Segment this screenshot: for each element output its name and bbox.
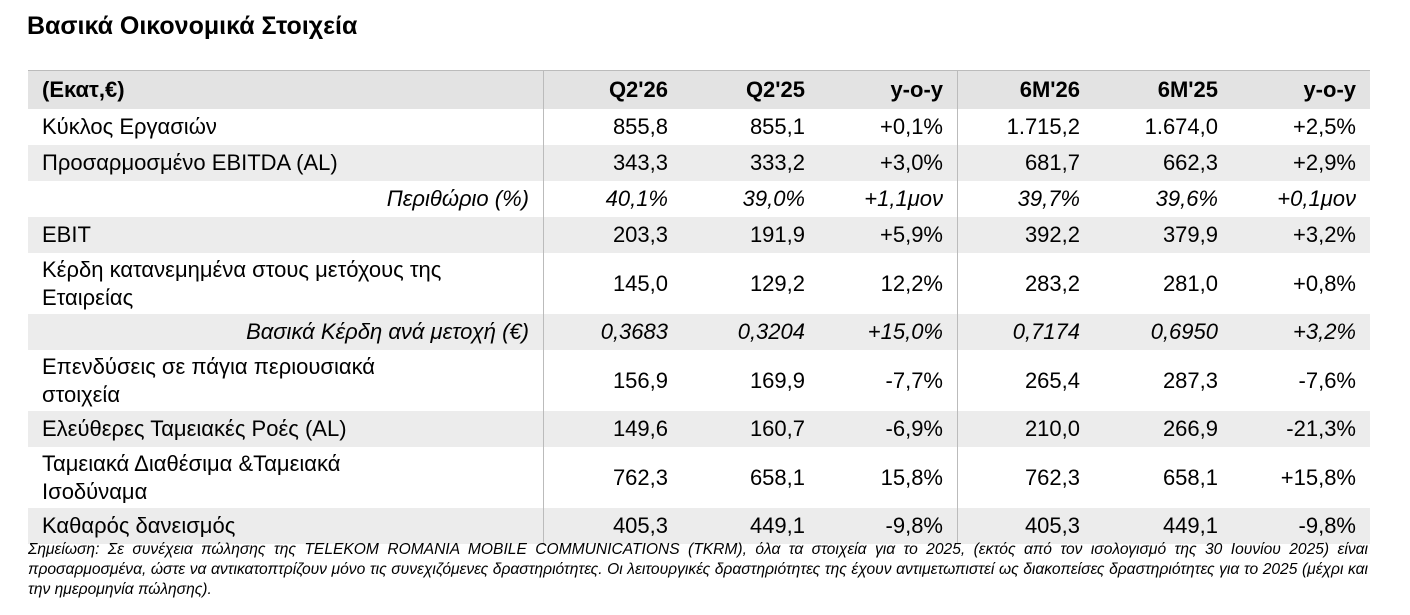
value-cell: 343,3 <box>543 145 680 181</box>
value-cell: 662,3 <box>1162 150 1218 175</box>
value-cell: 210,0 <box>957 411 1092 447</box>
header-cell: y-o-y <box>890 77 943 102</box>
table-row: Επενδύσεις σε πάγια περιουσιακά στοιχεία… <box>28 350 1370 411</box>
value-cell: +5,9% <box>880 222 943 247</box>
value-cell: +15,0% <box>867 319 943 344</box>
value-cell: +0,1μον <box>1277 186 1356 211</box>
table-row: Κέρδη κατανεμημένα στους μετόχους της Ετ… <box>28 253 1370 314</box>
financial-table: (Εκατ,€) Q2'26 Q2'25 y-o-y 6M'26 6M'25 y-o-y Κύ… <box>28 70 1370 544</box>
value-cell: 281,0 <box>1162 270 1218 296</box>
header-cell: (Εκατ,€) <box>42 77 125 102</box>
value-cell: 449,1 <box>749 513 805 538</box>
value-cell: 658,1 <box>1162 464 1218 490</box>
value-cell: 156,9 <box>543 350 680 411</box>
value-cell: 392,2 <box>957 217 1092 253</box>
table-row: Καθαρός δανεισμός 405,3 449,1 -9,8% 405,3 449… <box>28 508 1370 544</box>
value-cell: 287,3 <box>1162 367 1218 393</box>
value-cell: 855,1 <box>749 114 805 139</box>
value-cell: 379,9 <box>1162 222 1218 247</box>
value-cell: 283,2 <box>957 253 1092 314</box>
row-label: EBIT <box>42 222 91 247</box>
value-cell: 405,3 <box>543 508 680 544</box>
value-cell: +3,0% <box>880 150 943 175</box>
value-cell: 0,3204 <box>737 319 805 344</box>
row-label: Κύκλος Εργασιών <box>42 114 217 139</box>
header-cell: y-o-y <box>1303 77 1356 102</box>
table-row: Κύκλος Εργασιών 855,8 855,1 +0,1% 1.715,2 1.6… <box>28 109 1370 145</box>
value-cell: 0,7174 <box>957 314 1092 350</box>
value-cell: 333,2 <box>749 150 805 175</box>
value-cell: 855,8 <box>543 109 680 145</box>
value-cell: -7,6% <box>1298 367 1356 393</box>
value-cell: -6,9% <box>885 416 943 441</box>
value-cell: 658,1 <box>749 464 805 490</box>
value-cell: 0,3683 <box>543 314 680 350</box>
value-cell: 149,6 <box>543 411 680 447</box>
header-cell: Q2'26 <box>543 71 680 109</box>
value-cell: 39,7% <box>957 181 1092 217</box>
value-cell: 160,7 <box>749 416 805 441</box>
value-cell: 191,9 <box>749 222 805 247</box>
value-cell: +3,2% <box>1293 222 1356 247</box>
row-label: Επενδύσεις σε πάγια περιουσιακά στοιχεία <box>42 353 376 407</box>
table-row: Ελεύθερες Ταμειακές Ροές (AL) 149,6 160,7 -… <box>28 411 1370 447</box>
value-cell: 405,3 <box>957 508 1092 544</box>
value-cell: 1.674,0 <box>1144 114 1218 139</box>
value-cell: -7,7% <box>885 367 943 393</box>
value-cell: 0,6950 <box>1150 319 1218 344</box>
value-cell: +2,5% <box>1293 114 1356 139</box>
row-label: Ταμειακά Διαθέσιμα &Ταμειακά Ισοδύναμα <box>42 450 341 504</box>
title: Βασικά Οικονομικά Στοιχεία <box>27 12 358 40</box>
value-cell: 15,8% <box>880 464 943 490</box>
value-cell: +15,8% <box>1280 464 1356 490</box>
row-label: Κέρδη κατανεμημένα στους μετόχους της Ετ… <box>42 256 442 310</box>
value-cell: 449,1 <box>1162 513 1218 538</box>
table-row: Προσαρμοσμένο EBITDA (AL) 343,3 333,2 +3,0%… <box>28 145 1370 181</box>
table-row: EBIT 203,3 191,9 +5,9% 392,2 379,9 +3,2% <box>28 217 1370 253</box>
value-cell: 40,1% <box>543 181 680 217</box>
row-label: Ελεύθερες Ταμειακές Ροές (AL) <box>42 416 347 441</box>
row-label: Περιθώριο (%) <box>386 186 529 211</box>
row-label: Βασικά Κέρδη ανά μετοχή (€) <box>246 319 529 344</box>
value-cell: 265,4 <box>957 350 1092 411</box>
value-cell: 1.715,2 <box>957 109 1092 145</box>
row-label: Προσαρμοσμένο EBITDA (AL) <box>42 150 338 175</box>
header-row: (Εκατ,€) Q2'26 Q2'25 y-o-y 6M'26 6M'25 y-o-y <box>28 71 1370 109</box>
header-cell: Q2'25 <box>745 77 805 102</box>
value-cell: 762,3 <box>957 447 1092 508</box>
value-cell: 39,6% <box>1155 186 1218 211</box>
value-cell: -21,3% <box>1286 416 1356 441</box>
value-cell: 39,0% <box>742 186 805 211</box>
table-row: Περιθώριο (%) 40,1% 39,0% +1,1μον 39,7% 39,6%… <box>28 181 1370 217</box>
table-row: Ταμειακά Διαθέσιμα &Ταμειακά Ισοδύναμα 76… <box>28 447 1370 508</box>
value-cell: 203,3 <box>543 217 680 253</box>
value-cell: 145,0 <box>543 253 680 314</box>
row-label: Καθαρός δανεισμός <box>42 513 236 538</box>
value-cell: 12,2% <box>880 270 943 296</box>
value-cell: 129,2 <box>749 270 805 296</box>
value-cell: +0,8% <box>1293 270 1356 296</box>
table-row: Βασικά Κέρδη ανά μετοχή (€) 0,3683 0,3204 +… <box>28 314 1370 350</box>
value-cell: 681,7 <box>957 145 1092 181</box>
value-cell: +1,1μον <box>864 186 943 211</box>
value-cell: 266,9 <box>1162 416 1218 441</box>
value-cell: +2,9% <box>1293 150 1356 175</box>
value-cell: 169,9 <box>749 367 805 393</box>
value-cell: +3,2% <box>1293 319 1356 344</box>
value-cell: 762,3 <box>543 447 680 508</box>
value-cell: +0,1% <box>880 114 943 139</box>
header-cell: 6M'26 <box>957 71 1092 109</box>
footnote: Σημείωση: Σε συνέχεια πώλησης της TELEKO… <box>28 541 1368 598</box>
value-cell: -9,8% <box>885 513 943 538</box>
header-cell: 6M'25 <box>1157 77 1218 102</box>
value-cell: -9,8% <box>1298 513 1356 538</box>
